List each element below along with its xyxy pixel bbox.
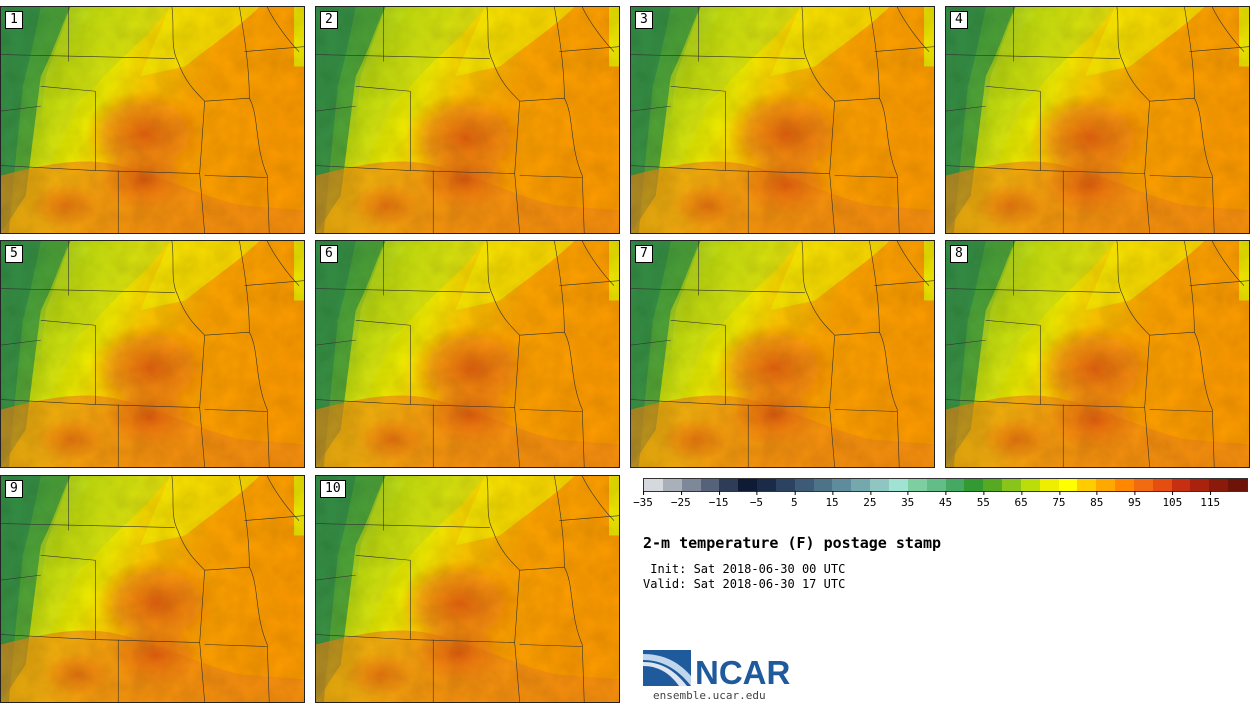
colorbar-cell (1133, 479, 1153, 491)
colorbar-cell (907, 479, 927, 491)
member-panel: 4 (945, 6, 1250, 234)
member-panel: 10 (315, 475, 620, 703)
init-time: Init: Sat 2018-06-30 00 UTC (643, 562, 846, 576)
member-panel: 3 (630, 6, 935, 234)
colorbar-tick-label: 15 (825, 491, 839, 509)
colorbar-tick-label: 25 (863, 491, 877, 509)
temperature-map (316, 476, 619, 702)
member-panel: 2 (315, 6, 620, 234)
colorbar-cell (870, 479, 889, 491)
valid-time: Valid: Sat 2018-06-30 17 UTC (643, 577, 846, 591)
member-number: 8 (950, 245, 968, 263)
state-borders (1, 476, 304, 702)
colorbar-cell (719, 479, 739, 491)
member-number: 5 (5, 245, 23, 263)
colorbar-cell (983, 479, 1003, 491)
member-panel: 9 (0, 475, 305, 703)
colorbar-cell (1058, 479, 1078, 491)
colorbar-cell (945, 479, 965, 491)
logo-url: ensemble.ucar.edu (653, 689, 766, 702)
colorbar-tick-label: 55 (976, 491, 990, 509)
colorbar-cell (1096, 479, 1116, 491)
ncar-logo: NCAR (643, 650, 790, 691)
colorbar-tick-label: −5 (749, 491, 764, 509)
colorbar-cell (832, 479, 852, 491)
temperature-colorbar (643, 478, 1248, 492)
colorbar-cell (1039, 479, 1059, 491)
temperature-map (316, 7, 619, 233)
colorbar-cell (1190, 479, 1210, 491)
state-borders (946, 7, 1249, 233)
colorbar-cell (851, 479, 871, 491)
colorbar-tick-label: −35 (633, 491, 653, 509)
ncar-wordmark: NCAR (695, 654, 790, 691)
temperature-map (1, 241, 304, 467)
colorbar-cell (926, 479, 946, 491)
colorbar-cell (794, 479, 814, 491)
colorbar-tick-label: 65 (1014, 491, 1028, 509)
colorbar-tick-label: 5 (790, 491, 798, 509)
state-borders (946, 241, 1249, 467)
member-panel: 5 (0, 240, 305, 468)
colorbar-cell (1171, 479, 1191, 491)
colorbar-tick-label: −25 (670, 491, 691, 509)
member-number: 4 (950, 11, 968, 29)
colorbar-cell (1152, 479, 1172, 491)
state-borders (631, 7, 934, 233)
colorbar-tick-label: 75 (1052, 491, 1066, 509)
colorbar-cell (738, 479, 758, 491)
colorbar-cell (964, 479, 984, 491)
temperature-map (946, 7, 1249, 233)
temperature-map (316, 241, 619, 467)
temperature-map (1, 476, 304, 702)
colorbar-cell (662, 479, 682, 491)
colorbar-cell (888, 479, 908, 491)
member-number: 9 (5, 480, 23, 498)
colorbar-cell (1228, 479, 1247, 491)
colorbar-cell (644, 479, 663, 491)
member-number: 3 (635, 11, 653, 29)
colorbar-cell (681, 479, 701, 491)
plot-title: 2-m temperature (F) postage stamp (643, 534, 942, 552)
member-panel: 1 (0, 6, 305, 234)
state-borders (631, 241, 934, 467)
state-borders (1, 241, 304, 467)
colorbar-cell (1020, 479, 1040, 491)
state-borders (316, 7, 619, 233)
member-number: 10 (320, 480, 346, 498)
member-panel: 6 (315, 240, 620, 468)
temperature-map (631, 241, 934, 467)
member-number: 2 (320, 11, 338, 29)
colorbar-cell (1002, 479, 1021, 491)
state-borders (316, 476, 619, 702)
member-panel: 8 (945, 240, 1250, 468)
state-borders (316, 241, 619, 467)
temperature-map (946, 241, 1249, 467)
colorbar-cell (813, 479, 833, 491)
colorbar-cell (1077, 479, 1097, 491)
state-borders (1, 7, 304, 233)
colorbar-ticks: −35 −25 −15 −5 5 15 25 35 45 55 65 75 85 95 105 115 (633, 491, 1248, 514)
colorbar-tick-label: 115 (1200, 491, 1221, 509)
member-number: 6 (320, 245, 338, 263)
temperature-map (631, 7, 934, 233)
colorbar-cell (757, 479, 776, 491)
colorbar-tick-label: −15 (708, 491, 729, 509)
colorbar-tick-label: 45 (938, 491, 953, 509)
member-number: 7 (635, 245, 653, 263)
colorbar-tick-label: 35 (901, 491, 915, 509)
member-panel: 7 (630, 240, 935, 468)
temperature-map (1, 7, 304, 233)
colorbar-tick-label: 85 (1090, 491, 1104, 509)
colorbar-cell (1209, 479, 1229, 491)
member-number: 1 (5, 11, 23, 29)
colorbar-tick-label: 95 (1127, 491, 1142, 509)
colorbar-cell (775, 479, 795, 491)
colorbar-cell (1115, 479, 1134, 491)
colorbar-tick-label: 105 (1162, 491, 1183, 509)
colorbar-cell (700, 479, 720, 491)
